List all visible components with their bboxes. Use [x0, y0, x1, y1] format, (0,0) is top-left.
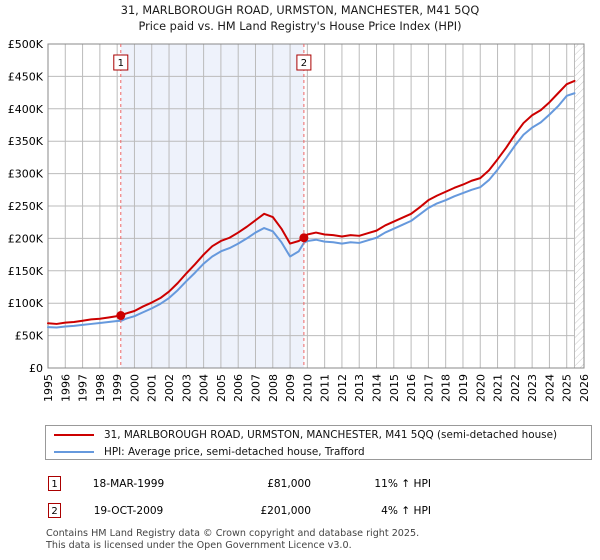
transaction-price: £81,000 — [267, 477, 311, 490]
x-axis-tick-label: 2010 — [301, 374, 314, 402]
transaction-date: 18-MAR-1999 — [92, 477, 165, 490]
x-axis-tick-label: 2006 — [232, 374, 245, 402]
transaction-hpi-delta: 4% ↑ HPI — [381, 504, 431, 517]
transaction-marker-dot — [116, 311, 126, 321]
x-axis-tick-label: 1997 — [77, 374, 90, 402]
x-axis-tick-label: 2019 — [457, 374, 470, 402]
footer-line-1: Contains HM Land Registry data © Crown c… — [46, 528, 420, 539]
transactions-table: 1 18-MAR-1999 £81,000 11% ↑ HPI 2 19-OCT… — [45, 470, 592, 524]
x-axis-tick-label: 2024 — [543, 374, 556, 402]
x-axis-tick-label: 2001 — [146, 374, 159, 402]
transaction-price: £201,000 — [260, 504, 311, 517]
transaction-hpi-delta: 11% ↑ HPI — [374, 477, 431, 490]
y-axis-tick-label: £100K — [8, 297, 44, 310]
x-axis-tick-label: 2009 — [284, 374, 297, 402]
x-axis-tick-label: 2020 — [474, 374, 487, 402]
title-line-2: Price paid vs. HM Land Registry's House … — [138, 20, 462, 33]
y-axis-tick-label: £50K — [15, 330, 44, 343]
footer-attribution: Contains HM Land Registry data © Crown c… — [46, 528, 586, 551]
x-axis-tick-label: 2012 — [336, 374, 349, 402]
x-axis-tick-label: 2022 — [509, 374, 522, 402]
x-axis-tick-label: 2025 — [561, 374, 574, 402]
table-row: 1 18-MAR-1999 £81,000 11% ↑ HPI — [45, 470, 592, 497]
x-axis-tick-label: 2007 — [249, 374, 262, 402]
chart-legend: 31, MARLBOROUGH ROAD, URMSTON, MANCHESTE… — [45, 425, 592, 460]
table-row: 2 19-OCT-2009 £201,000 4% ↑ HPI — [45, 497, 592, 524]
x-axis-tick-label: 2011 — [319, 374, 332, 402]
y-axis-tick-label: £500K — [8, 38, 44, 51]
legend-item-hpi: HPI: Average price, semi-detached house,… — [46, 444, 591, 460]
x-axis-tick-label: 2004 — [198, 374, 211, 402]
legend-label-hpi: HPI: Average price, semi-detached house,… — [104, 446, 365, 458]
x-axis-tick-label: 2013 — [353, 374, 366, 402]
y-axis-tick-label: £300K — [8, 168, 44, 181]
x-axis-tick-label: 2003 — [180, 374, 193, 402]
legend-swatch-price-paid — [54, 434, 94, 436]
transaction-index-badge: 1 — [48, 476, 61, 491]
y-axis-tick-label: £400K — [8, 103, 44, 116]
transaction-marker-label: 1 — [118, 58, 124, 69]
x-axis-tick-label: 1996 — [59, 374, 72, 402]
x-axis-tick-label: 2014 — [371, 374, 384, 402]
x-axis-tick-label: 2018 — [440, 374, 453, 402]
y-axis-tick-label: £450K — [8, 70, 44, 83]
x-axis-tick-label: 2016 — [405, 374, 418, 402]
transaction-marker-label: 2 — [301, 58, 307, 69]
x-axis-tick-label: 2005 — [215, 374, 228, 402]
title-line-1: 31, MARLBOROUGH ROAD, URMSTON, MANCHESTE… — [120, 4, 480, 17]
transaction-index-badge: 2 — [48, 503, 61, 518]
x-axis-tick-label: 1995 — [42, 374, 55, 402]
transaction-date: 19-OCT-2009 — [93, 504, 164, 517]
x-axis-tick-label: 1999 — [111, 374, 124, 402]
x-axis-tick-label: 2017 — [422, 374, 435, 402]
transaction-marker-box — [113, 54, 129, 71]
x-axis-tick-label: 2000 — [128, 374, 141, 402]
page-title: 31, MARLBOROUGH ROAD, URMSTON, MANCHESTE… — [0, 3, 600, 35]
provisional-data-hatch — [573, 43, 585, 369]
transaction-marker-box — [296, 54, 312, 71]
legend-label-price-paid: 31, MARLBOROUGH ROAD, URMSTON, MANCHESTE… — [104, 429, 558, 441]
series-line-hpi — [47, 92, 576, 329]
x-axis-tick-label: 2026 — [578, 374, 591, 402]
x-axis-tick-label: 1998 — [94, 374, 107, 402]
y-axis-tick-label: £250K — [8, 200, 44, 213]
footer-line-2: This data is licensed under the Open Gov… — [46, 539, 352, 551]
x-axis-tick-label: 2002 — [163, 374, 176, 402]
price-history-chart: £0 £50K £100K £150K £200K £250K £300K £350K £400… — [8, 38, 591, 402]
legend-item-price-paid: 31, MARLBOROUGH ROAD, URMSTON, MANCHESTE… — [46, 427, 591, 443]
y-axis-tick-label: £350K — [8, 135, 44, 148]
y-axis-tick-label: £200K — [8, 232, 44, 245]
x-axis-tick-label: 2015 — [388, 374, 401, 402]
x-axis-tick-label: 2021 — [492, 374, 505, 402]
x-axis-tick-label: 2023 — [526, 374, 539, 402]
x-axis-tick-label: 2008 — [267, 374, 280, 402]
y-axis-tick-label: £0 — [29, 362, 43, 375]
y-axis-tick-label: £150K — [8, 265, 44, 278]
transaction-marker-dot — [299, 233, 309, 243]
legend-swatch-hpi — [54, 451, 94, 453]
